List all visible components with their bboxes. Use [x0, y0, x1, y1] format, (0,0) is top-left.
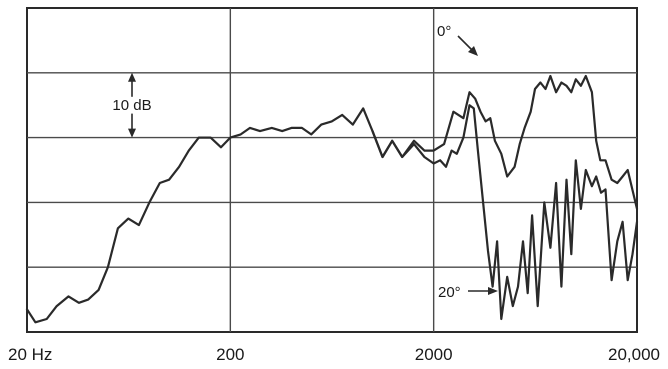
- x-tick-label: 200: [216, 345, 244, 364]
- series-line-0deg: [25, 74, 639, 324]
- scale-marker-label: 10 dB: [112, 97, 151, 114]
- series-line-20deg: [371, 104, 639, 321]
- scale-marker-up-arrow: [128, 72, 136, 82]
- x-tick-label: 20 Hz: [8, 345, 52, 364]
- x-tick-label: 20,000: [608, 345, 660, 364]
- pointer-20deg-head: [488, 287, 498, 295]
- scale-marker-down-arrow: [128, 128, 136, 138]
- annotations: 10 dB 0° 20°: [112, 23, 498, 301]
- x-axis-ticks: 20 Hz 200 2000 20,000: [8, 345, 660, 364]
- x-tick-label: 2000: [415, 345, 453, 364]
- pointer-0deg-head: [468, 46, 478, 56]
- series-label-20deg: 20°: [438, 284, 461, 301]
- plot-frame: [26, 7, 638, 333]
- grid: [26, 7, 638, 333]
- series-label-0deg: 0°: [437, 23, 451, 40]
- series-layer: [25, 74, 639, 324]
